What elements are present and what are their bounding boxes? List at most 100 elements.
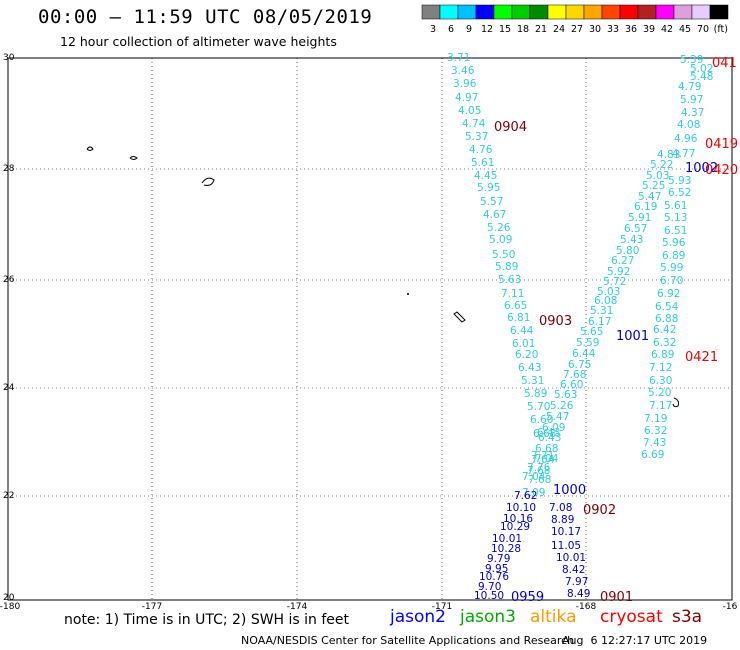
wave-height-value: 5.47 xyxy=(638,191,661,203)
colorbar-label: 27 xyxy=(571,24,583,35)
colorbar-label: 21 xyxy=(535,24,547,35)
wave-height-value: 5.89 xyxy=(524,388,547,400)
wave-height-value: 6.08 xyxy=(594,295,617,307)
pass-time-label: 0420 xyxy=(705,163,738,178)
colorbar-label: 39 xyxy=(643,24,655,35)
wave-height-value: 10.01 xyxy=(492,533,522,545)
wave-height-value: 7.76 xyxy=(527,462,551,474)
wave-height-value: 4.05 xyxy=(458,105,481,117)
wave-height-value: 5.25 xyxy=(642,180,665,192)
wave-height-value: 6.69 xyxy=(641,449,664,461)
lat-tick-label: 30 xyxy=(3,53,15,63)
wave-height-value: 5.92 xyxy=(607,266,630,278)
wave-height-value: 6.89 xyxy=(651,349,674,361)
legend-altika: altika xyxy=(530,607,577,627)
wave-height-value: 7.08 xyxy=(549,502,572,514)
wave-height-value: 6.51 xyxy=(664,225,687,237)
wave-height-value: 10.10 xyxy=(506,502,536,514)
wave-height-value: 6.88 xyxy=(655,313,678,325)
wave-height-value: 7.68 xyxy=(528,474,551,486)
wave-height-value: 7.12 xyxy=(649,362,672,374)
wave-height-value: 8.89 xyxy=(551,514,574,526)
lon-tick-label: -171 xyxy=(432,602,452,610)
wave-height-value: 4.67 xyxy=(483,209,506,221)
wave-height-value: 5.96 xyxy=(662,237,686,249)
wave-height-value: 10.01 xyxy=(556,552,586,564)
map-title: 00:00 – 11:59 UTC 08/05/2019 xyxy=(38,6,373,28)
wave-height-value: 5.95 xyxy=(477,182,500,194)
colorbar-label: 70 xyxy=(697,24,709,35)
wave-height-value: 6.44 xyxy=(572,348,596,360)
wave-height-value: 5.61 xyxy=(664,200,687,212)
wave-height-map: -180 -177 -174 -171 -168 -163028262422203.713… xyxy=(0,52,738,610)
wave-height-value: 5.91 xyxy=(628,212,651,224)
wave-height-value: 10.76 xyxy=(479,571,509,583)
wave-height-value: 8.49 xyxy=(567,588,590,600)
wave-height-value: 7.04 xyxy=(535,453,559,465)
pass-time-label: 1000 xyxy=(553,483,586,498)
wave-height-value: 6.68 xyxy=(535,443,558,455)
wave-height-value: 6.09 xyxy=(542,422,565,434)
wave-height-value: 6.60 xyxy=(530,414,553,426)
pass-time-label: 0421 xyxy=(685,350,718,365)
island-coastline xyxy=(129,156,138,160)
timestamp-text: Aug 6 12:27:17 UTC 2019 xyxy=(562,634,708,647)
credit-text: NOAA/NESDIS Center for Satellite Applica… xyxy=(241,634,575,647)
wave-height-value: 4.37 xyxy=(681,107,704,119)
colorbar-label: 12 xyxy=(481,24,493,35)
wave-height-value: 5.50 xyxy=(492,249,515,261)
wave-height-value: 6.44 xyxy=(510,325,534,337)
wave-height-value: 5.59 xyxy=(576,337,599,349)
wave-height-value: 7.68 xyxy=(563,369,586,381)
lon-tick-label: -177 xyxy=(142,602,162,610)
wave-height-value: 5.97 xyxy=(680,94,703,106)
wave-height-value: 11.05 xyxy=(551,540,581,552)
wave-height-value: 6.32 xyxy=(653,337,676,349)
wave-height-value: 10.17 xyxy=(551,526,581,538)
wave-height-value: 5.43 xyxy=(620,234,643,246)
wave-height-value: 5.80 xyxy=(616,245,639,257)
wave-height-value: 9.70 xyxy=(478,581,501,593)
wave-height-value: 5.93 xyxy=(668,175,691,187)
lat-tick-label: 24 xyxy=(3,383,15,393)
colorbar-unit: (ft) xyxy=(714,24,728,35)
wave-height-value: 5.03 xyxy=(597,286,620,298)
pass-time-label: 041 xyxy=(712,56,737,71)
wave-height-value: 5.09 xyxy=(489,234,512,246)
lat-tick-label: 26 xyxy=(3,275,15,285)
wave-height-value: 5.63 xyxy=(498,274,521,286)
wave-height-value: 6.17 xyxy=(588,316,611,328)
colorbar-label: 24 xyxy=(553,24,565,35)
wave-height-value: 3.96 xyxy=(453,78,477,90)
colorbar-label: 3 xyxy=(430,24,436,35)
wave-height-value: 7.62 xyxy=(514,490,537,502)
wave-height-value: 7.11 xyxy=(501,288,524,300)
wave-height-value: 9.79 xyxy=(487,553,510,565)
wave-height-value: 8.42 xyxy=(562,564,585,576)
wave-height-value: 4.77 xyxy=(672,148,695,160)
wave-height-value: 6.68 xyxy=(533,428,556,440)
wave-height-value: 10.50 xyxy=(474,590,504,602)
wave-height-value: 5.31 xyxy=(521,375,544,387)
pass-time-label: 0903 xyxy=(539,314,572,329)
pass-time-label: 0904 xyxy=(494,120,527,135)
wave-height-value: 5.26 xyxy=(550,400,574,412)
island-dot xyxy=(407,293,409,295)
wave-height-value: 7.04 xyxy=(522,471,546,483)
wave-height-value: 5.99 xyxy=(660,262,683,274)
pass-time-label: 0902 xyxy=(583,503,616,518)
wave-height-value: 5.02 xyxy=(690,63,713,75)
wave-height-value: 6.43 xyxy=(537,427,560,439)
island-coastline xyxy=(453,311,466,323)
wave-height-value: 5.48 xyxy=(690,71,713,83)
colorbar-label: 15 xyxy=(499,24,511,35)
wave-height-value: 4.08 xyxy=(677,119,700,131)
wave-height-value: 5.89 xyxy=(495,261,518,273)
colorbar-label: 6 xyxy=(448,24,454,35)
wave-height-value: 5.47 xyxy=(546,411,569,423)
wave-height-value: 6.54 xyxy=(655,301,679,313)
wave-height-value: 6.81 xyxy=(507,312,530,324)
wave-height-value: 5.26 xyxy=(487,222,511,234)
wave-height-value: 5.37 xyxy=(465,131,488,143)
wave-height-value: 4.83 xyxy=(657,149,680,161)
